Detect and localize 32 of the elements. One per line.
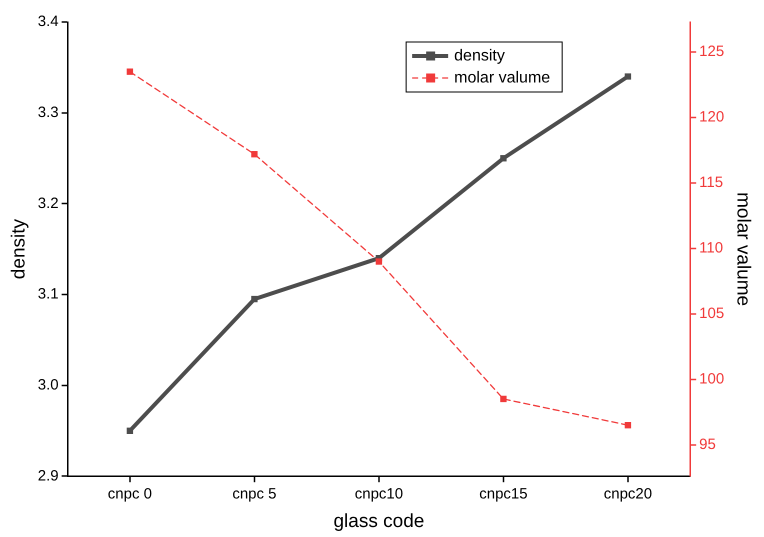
point <box>624 73 632 80</box>
x-tick-label: cnpc20 <box>604 485 652 502</box>
y2-tick-label: 100 <box>699 370 724 388</box>
y2-axis-title: molar valume <box>732 192 754 306</box>
y-tick-label: 3.1 <box>38 286 59 303</box>
point <box>126 428 134 434</box>
y-tick-label: 3.2 <box>38 194 59 212</box>
x-tick-label: cnpc 0 <box>108 485 152 502</box>
x-tick-label: cnpc15 <box>479 485 528 502</box>
y2-tick-label: 105 <box>699 305 724 322</box>
x-axis-title: glass code <box>333 510 424 532</box>
point <box>251 151 258 158</box>
point <box>376 258 382 265</box>
y-tick-label: 3.4 <box>38 13 59 30</box>
point <box>500 396 507 402</box>
x-tick-label: cnpc 5 <box>232 485 277 502</box>
y-axis-title: density <box>8 218 30 280</box>
legend-label: molar valume <box>454 69 550 86</box>
y2-tick-label: 95 <box>699 436 716 453</box>
y2-tick-label: 110 <box>699 240 724 257</box>
point <box>126 68 134 75</box>
y-tick-label: 3.3 <box>38 104 59 121</box>
legend-label: density <box>454 47 505 64</box>
point <box>251 296 258 302</box>
x-tick-label: cnpc10 <box>354 485 404 502</box>
y2-tick-label: 115 <box>699 174 724 192</box>
y2-tick-label: 120 <box>699 108 724 126</box>
point <box>500 155 507 162</box>
point <box>624 422 632 428</box>
y2-tick-label: 125 <box>699 43 724 60</box>
y-tick-label: 3.0 <box>38 376 59 394</box>
y-tick-label: 2.9 <box>38 467 59 484</box>
